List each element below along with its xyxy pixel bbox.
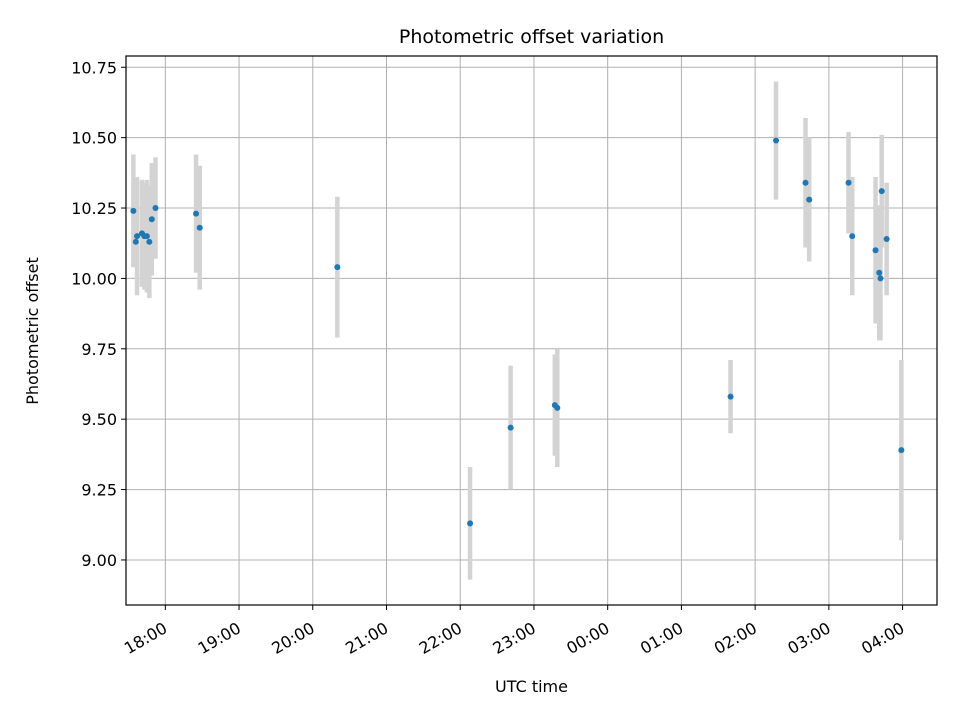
x-tick-label: 22:00 bbox=[416, 618, 465, 658]
data-point bbox=[849, 233, 856, 240]
plot-frame bbox=[125, 55, 938, 606]
data-point bbox=[806, 196, 813, 203]
data-point bbox=[146, 238, 153, 245]
x-tick-label: 20:00 bbox=[268, 618, 317, 658]
x-axis-ticks: 18:00 19:00 20:00 21:00 22:00 23:00 00:00 01:00… bbox=[121, 605, 908, 658]
data-point bbox=[193, 210, 200, 217]
x-tick-label: 01:00 bbox=[637, 618, 686, 658]
x-tick-label: 19:00 bbox=[195, 618, 244, 658]
y-tick-label: 9.25 bbox=[81, 481, 117, 500]
y-axis-ticks: 9.00 9.25 9.50 9.75 10.00 10.25 10.50 10.75 bbox=[71, 58, 126, 570]
data-point bbox=[554, 404, 561, 411]
data-point bbox=[130, 207, 137, 214]
data-point bbox=[878, 188, 885, 195]
y-axis-title: Photometric offset bbox=[23, 257, 42, 405]
data-point bbox=[134, 233, 141, 240]
y-tick-label: 9.00 bbox=[81, 551, 117, 570]
data-point bbox=[152, 205, 159, 212]
chart-title: Photometric offset variation bbox=[399, 26, 664, 48]
y-tick-label: 10.25 bbox=[71, 199, 117, 218]
data-point bbox=[872, 247, 879, 254]
y-tick-label: 10.50 bbox=[71, 129, 117, 148]
y-tick-label: 10.75 bbox=[71, 58, 117, 77]
x-tick-label: 04:00 bbox=[858, 618, 907, 658]
data-point bbox=[132, 238, 139, 245]
x-tick-label: 02:00 bbox=[711, 618, 760, 658]
data-point bbox=[507, 424, 514, 431]
data-point bbox=[143, 233, 150, 240]
x-tick-label: 03:00 bbox=[784, 618, 833, 658]
error-bars bbox=[131, 81, 904, 580]
data-point bbox=[845, 179, 852, 186]
y-tick-label: 9.50 bbox=[81, 410, 117, 429]
data-point bbox=[883, 236, 890, 242]
y-tick-label: 10.00 bbox=[71, 269, 117, 288]
data-point bbox=[802, 179, 809, 186]
x-tick-label: 18:00 bbox=[121, 618, 170, 658]
data-point bbox=[877, 275, 884, 282]
x-axis-title: UTC time bbox=[495, 677, 568, 696]
x-tick-label: 23:00 bbox=[490, 618, 539, 658]
data-point bbox=[898, 447, 905, 454]
data-point bbox=[196, 224, 203, 231]
data-point bbox=[334, 264, 341, 271]
data-point bbox=[467, 520, 474, 527]
y-tick-label: 9.75 bbox=[81, 340, 117, 359]
grid bbox=[126, 56, 937, 605]
data-points bbox=[130, 137, 905, 527]
data-point bbox=[727, 393, 734, 400]
data-point bbox=[876, 269, 883, 276]
data-point bbox=[773, 137, 780, 144]
x-tick-label: 21:00 bbox=[342, 618, 391, 658]
data-point bbox=[148, 216, 155, 223]
x-tick-label: 00:00 bbox=[563, 618, 612, 658]
